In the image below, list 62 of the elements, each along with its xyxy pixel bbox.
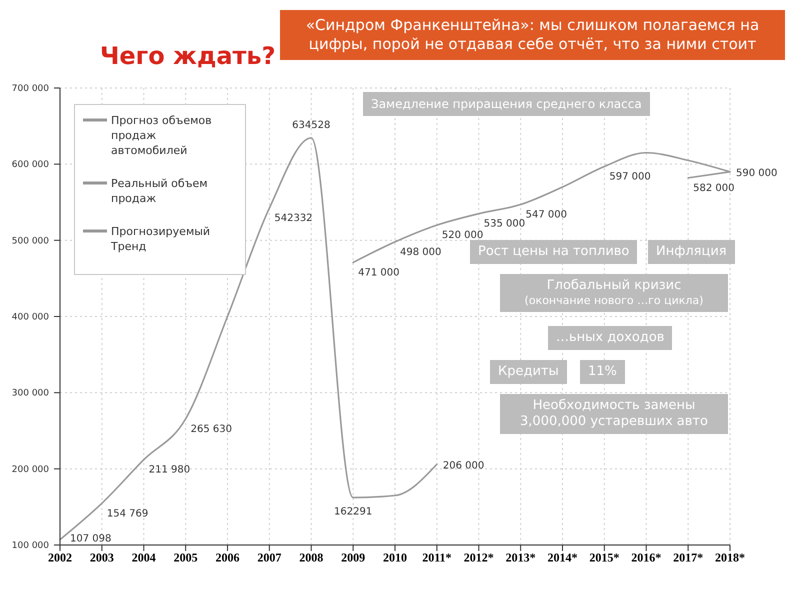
note-box: Рост цены на топливо bbox=[470, 240, 638, 264]
note-box: …ьных доходов bbox=[548, 326, 672, 350]
note-box: 11% bbox=[580, 360, 625, 384]
x-tick-label: 2016* bbox=[631, 550, 662, 565]
x-tick-label: 2010 bbox=[383, 550, 407, 565]
annotation: Необходимость замены 3,000,000 устаревших авто bbox=[520, 398, 708, 429]
x-tick-label: 2002 bbox=[48, 550, 72, 565]
x-tick-label: 2008 bbox=[299, 550, 324, 565]
data-label: 498 000 bbox=[400, 246, 442, 258]
data-label: 535 000 bbox=[484, 218, 526, 230]
x-tick-label: 2017* bbox=[673, 550, 704, 565]
x-tick-label: 2011* bbox=[422, 550, 452, 565]
note-box: Инфляция bbox=[648, 240, 735, 264]
data-label: 520 000 bbox=[442, 230, 484, 242]
annotation: Рост цены на топливо bbox=[478, 244, 630, 259]
x-tick-label: 2009 bbox=[341, 550, 366, 565]
x-tick-label: 2012* bbox=[464, 550, 494, 565]
y-tick-label: 700 000 bbox=[12, 84, 50, 94]
annotation: …ьных доходов bbox=[556, 330, 664, 345]
annotation: Инфляция bbox=[656, 244, 727, 259]
note-box: Необходимость замены 3,000,000 устаревших авто bbox=[500, 394, 728, 434]
legend-label: Реальный объем продаж bbox=[111, 176, 209, 206]
x-tick-label: 2015* bbox=[589, 550, 620, 565]
x-tick-label: 2006 bbox=[216, 550, 240, 565]
x-tick-label: 2013* bbox=[506, 550, 536, 565]
data-label: 162291 bbox=[334, 506, 372, 518]
x-tick-label: 2014* bbox=[548, 550, 578, 565]
x-tick-label: 2004 bbox=[132, 550, 156, 565]
y-tick-label: 600 000 bbox=[12, 160, 50, 170]
annotation: Глобальный кризис bbox=[546, 278, 682, 293]
data-label: 211 980 bbox=[148, 464, 190, 476]
x-tick-label: 2007 bbox=[257, 550, 282, 565]
data-label: 590 000 bbox=[736, 168, 778, 179]
legend-label: Прогнозируемый Тренд bbox=[111, 224, 212, 254]
legend-label: Прогноз объемов продаж автомобилей bbox=[111, 113, 213, 158]
note-box: Глобальный кризис (окончание нового …го цикла) bbox=[500, 274, 728, 312]
data-label: 107 098 bbox=[70, 534, 112, 545]
note-box: Замедление приращения среднего класса bbox=[363, 92, 650, 116]
data-label: 547 000 bbox=[526, 210, 567, 221]
note-box: Кредиты bbox=[490, 360, 567, 384]
x-tick-label: 2003 bbox=[90, 550, 114, 565]
x-tick-label: 2005 bbox=[174, 550, 198, 565]
x-tick-label: 2018* bbox=[715, 550, 745, 565]
data-label: 206 000 bbox=[442, 460, 484, 472]
data-label: 634528 bbox=[292, 120, 330, 131]
data-label: 265 630 bbox=[190, 424, 232, 435]
chart-title: Чего ждать? bbox=[100, 42, 276, 70]
y-tick-label: 300 000 bbox=[12, 388, 50, 399]
annotation: (окончание нового …го цикла) bbox=[524, 294, 704, 307]
callout-box: «Синдром Франкенштейна»: мы слишком полагаемся на цифры, порой не отдавая себе отчёт, что за ними стоит bbox=[280, 10, 785, 60]
annotation: Замедление приращения среднего класса bbox=[371, 97, 642, 111]
data-label: 154 769 bbox=[106, 508, 148, 520]
data-label: 597 000 bbox=[609, 171, 651, 182]
y-tick-label: 100 000 bbox=[12, 541, 50, 551]
annotation: 11% bbox=[588, 364, 617, 379]
annotation: Кредиты bbox=[498, 364, 559, 379]
data-label: 471 000 bbox=[358, 267, 400, 278]
y-tick-label: 500 000 bbox=[12, 236, 50, 246]
y-tick-label: 200 000 bbox=[12, 464, 50, 475]
data-label: 542332 bbox=[274, 213, 313, 224]
y-tick-label: 400 000 bbox=[12, 312, 50, 322]
data-label: 582 000 bbox=[693, 182, 734, 194]
